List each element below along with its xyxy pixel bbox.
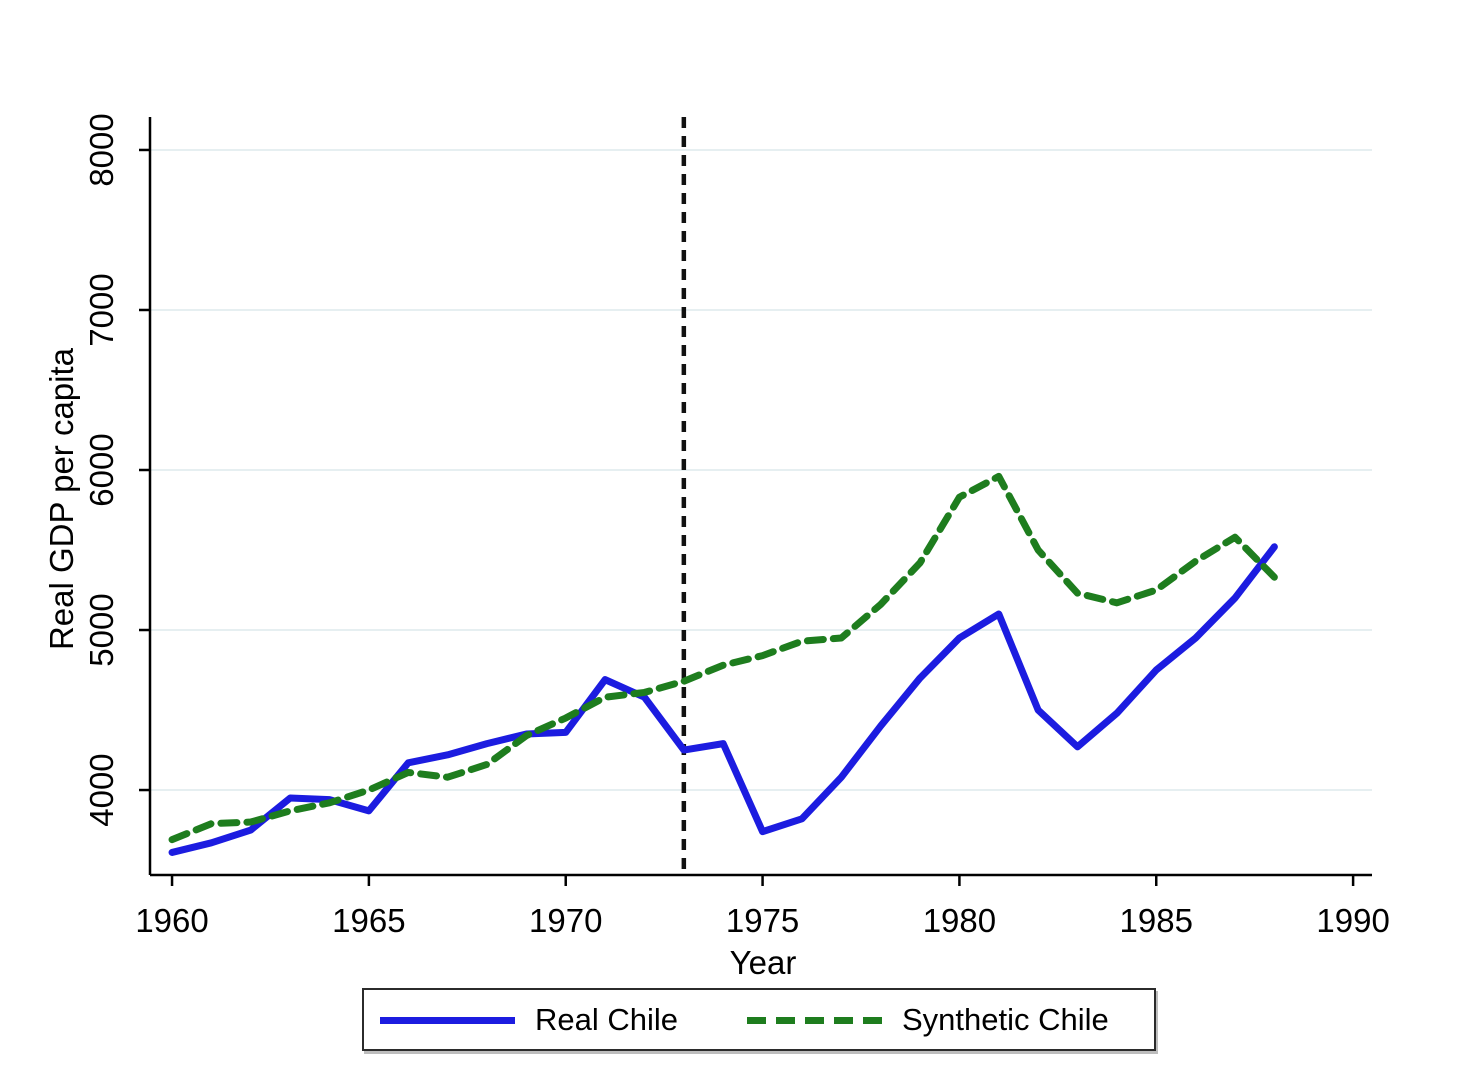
legend-synthetic-chile-label: Synthetic Chile: [902, 1002, 1109, 1037]
x-tick-label: 1970: [529, 902, 602, 939]
series-line-synthetic-chile: [168, 472, 1278, 844]
y-tick-label: 5000: [83, 593, 120, 666]
x-tick-label: 1990: [1316, 902, 1389, 939]
x-tick-label: 1960: [135, 902, 208, 939]
x-tick-label: 1965: [332, 902, 405, 939]
y-tick-label: 4000: [83, 753, 120, 826]
y-tick-label: 7000: [83, 273, 120, 346]
y-axis-title: Real GDP per capita: [43, 347, 80, 651]
x-tick-label: 1975: [726, 902, 799, 939]
legend-real-chile-label: Real Chile: [535, 1002, 679, 1037]
x-tick-label: 1980: [923, 902, 996, 939]
legend-synthetic-chile-line-sample: [747, 1017, 882, 1024]
y-tick-label: 6000: [83, 433, 120, 506]
legend: Real Chile Synthetic Chile: [362, 988, 1156, 1051]
x-tick-label: 1985: [1120, 902, 1193, 939]
series-line-real-chile: [168, 543, 1278, 856]
y-tick-label: 8000: [83, 113, 120, 186]
legend-real-chile-line-sample: [380, 1017, 515, 1024]
x-axis-title: Year: [729, 944, 797, 981]
